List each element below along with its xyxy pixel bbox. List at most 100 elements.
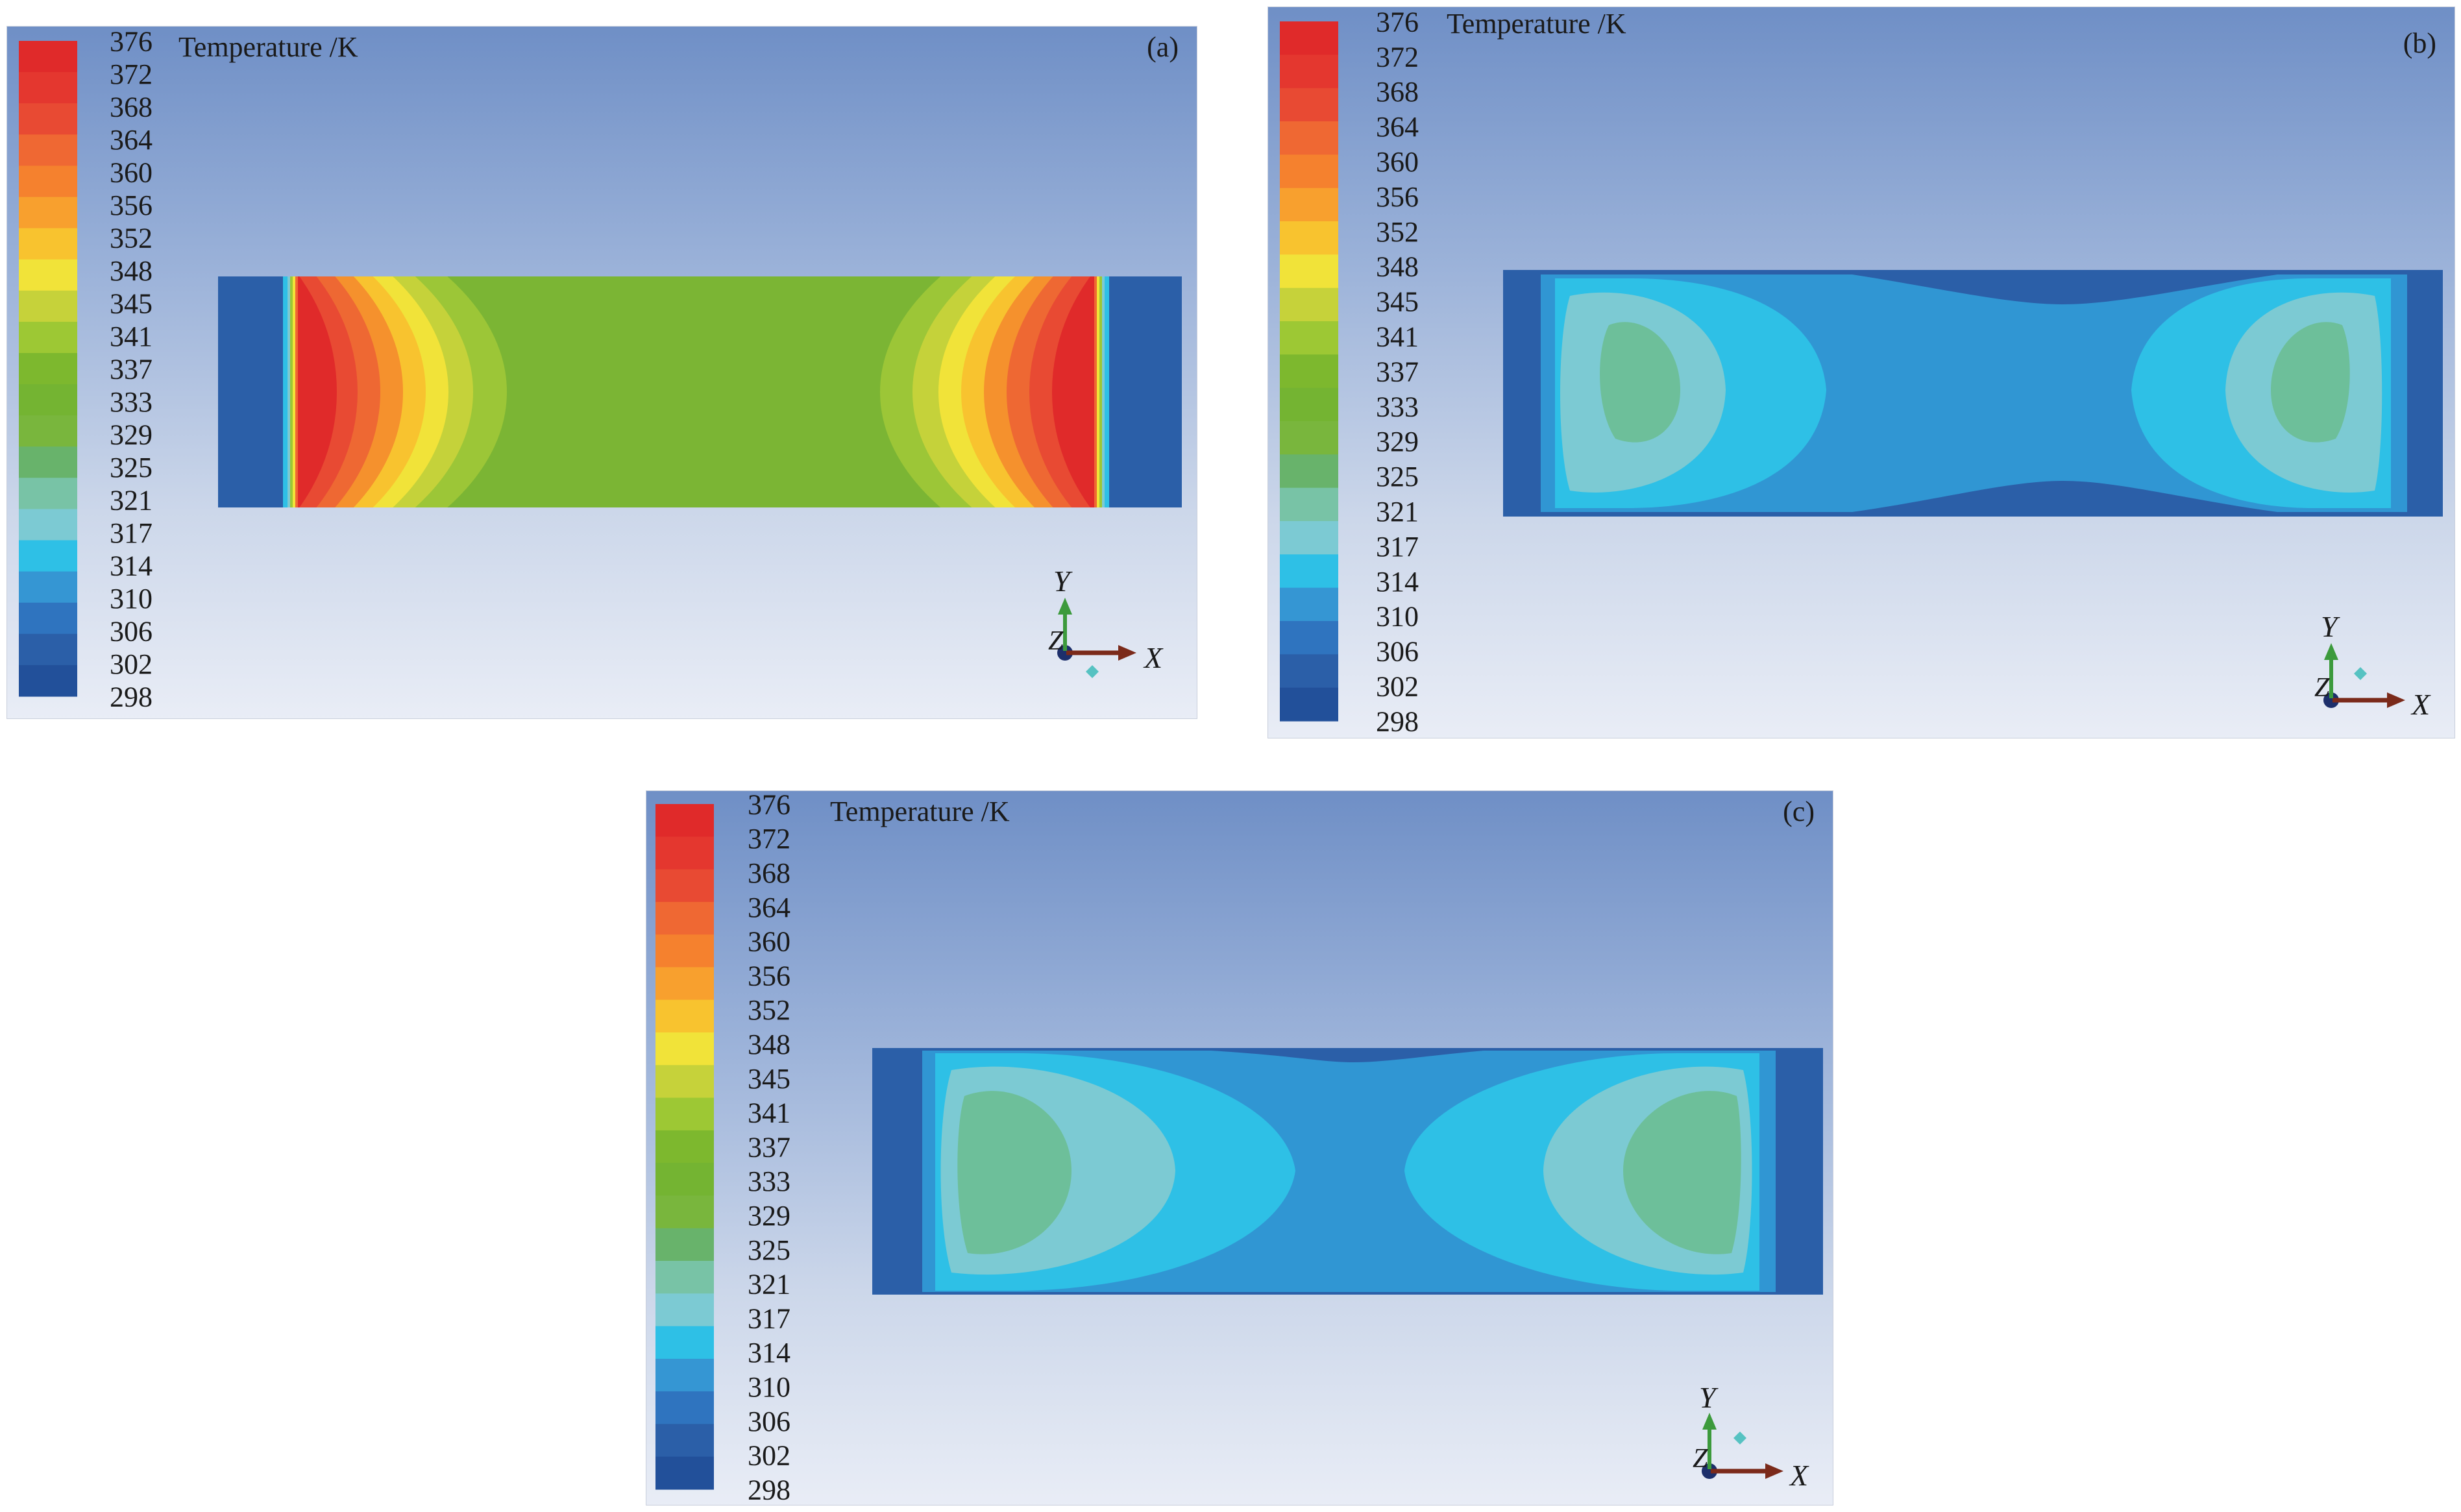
colorbar: 3763723683643603563523483453413373333293… — [19, 27, 153, 713]
colorbar-swatch — [655, 1163, 714, 1196]
colorbar-swatch — [1280, 154, 1338, 189]
colorbar-tick-label: 302 — [1376, 671, 1419, 703]
colorbar-tick-label: 372 — [748, 823, 790, 855]
colorbar-tick-label: 317 — [110, 517, 153, 549]
z-axis-label: Z — [2314, 673, 2330, 703]
colorbar-swatch — [1280, 354, 1338, 389]
colorbar-swatches — [655, 804, 714, 1490]
colorbar-tick-label: 298 — [748, 1474, 790, 1506]
colorbar-tick-label: 310 — [110, 583, 153, 615]
colorbar-swatch — [1280, 88, 1338, 122]
colorbar-swatch — [1280, 421, 1338, 455]
colorbar-swatch — [19, 509, 77, 541]
colorbar-swatch — [19, 72, 77, 104]
colorbar-swatch — [19, 540, 77, 572]
colorbar-swatch — [1280, 587, 1338, 622]
colorbar-tick-label: 321 — [748, 1269, 790, 1300]
colorbar-tick-label: 298 — [110, 681, 153, 713]
colorbar-swatch — [1280, 387, 1338, 422]
colorbar-swatch — [19, 446, 77, 478]
colorbar-tick-label: 372 — [110, 58, 153, 90]
colorbar-tick-label: 364 — [748, 892, 790, 923]
colorbar-swatch — [655, 934, 714, 968]
colorbar-swatch — [655, 999, 714, 1033]
colorbar-swatch — [655, 1097, 714, 1131]
colorbar-swatch — [655, 1130, 714, 1164]
colorbar-swatch — [1280, 521, 1338, 555]
colorbar-swatches — [19, 41, 77, 697]
colorbar-tick-labels: 3763723683643603563523483453413373333293… — [748, 791, 790, 1506]
colorbar-swatch — [655, 1228, 714, 1262]
colorbar-swatch — [655, 1293, 714, 1327]
colorbar-tick-label: 317 — [1376, 531, 1419, 563]
colorbar-tick-label: 302 — [748, 1440, 790, 1472]
panel-a: 376 372 368 364 360 356 352 348 345 341 337 333 329 3… — [6, 26, 1197, 719]
colorbar-tick-label: 376 — [110, 27, 153, 57]
colorbar-swatch — [1280, 254, 1338, 289]
colorbar-swatch — [19, 633, 77, 666]
colorbar-tick-label: 352 — [110, 222, 153, 254]
colorbar-tick-label: 368 — [748, 857, 790, 889]
colorbar-swatch — [655, 804, 714, 837]
colorbar-tick-label: 314 — [1376, 566, 1419, 598]
panel-a-graphic: 3763723683643603563523483453413373333293… — [7, 27, 1197, 718]
colorbar-swatch — [655, 869, 714, 903]
colorbar-tick-label: 321 — [110, 484, 153, 516]
colorbar-tick-label: 368 — [1376, 76, 1419, 108]
axis-triad: X Y Z — [1048, 565, 1164, 678]
colorbar-tick-label: 364 — [1376, 111, 1419, 143]
colorbar-swatch — [19, 353, 77, 385]
colorbar-swatch — [655, 1391, 714, 1424]
colorbar-title: Temperature /K — [1447, 8, 1626, 40]
colorbar-tick-label: 302 — [110, 648, 153, 680]
colorbar-tick-label: 329 — [1376, 426, 1419, 457]
colorbar-swatch — [655, 967, 714, 1001]
colorbar-tick-label: 364 — [110, 124, 153, 156]
colorbar-tick-label: 348 — [110, 255, 153, 287]
colorbar-tick-label: 372 — [1376, 41, 1419, 73]
colorbar-tick-label: 345 — [1376, 286, 1419, 318]
colorbar-tick-label: 325 — [1376, 461, 1419, 493]
y-axis-label: Y — [2321, 610, 2340, 643]
colorbar-swatch — [19, 197, 77, 229]
colorbar-tick-label: 341 — [748, 1097, 790, 1129]
colorbar-tick-label: 360 — [110, 156, 153, 188]
colorbar-swatch — [655, 1195, 714, 1229]
colorbar-swatch — [19, 478, 77, 509]
colorbar-tick-label: 337 — [748, 1131, 790, 1163]
colorbar-swatch — [655, 836, 714, 870]
colorbar-swatch — [1280, 188, 1338, 222]
colorbar-tick-label: 356 — [748, 960, 790, 992]
colorbar-tick-label: 329 — [110, 419, 153, 450]
colorbar-swatch — [19, 103, 77, 135]
colorbar-swatch — [1280, 621, 1338, 655]
colorbar-tick-label: 306 — [748, 1406, 790, 1437]
colorbar-tick-label: 360 — [748, 926, 790, 958]
panel-label: (a) — [1147, 31, 1179, 63]
colorbar-tick-label: 333 — [748, 1165, 790, 1197]
panel-c: 376 372 368 364 360 356 352 348 345 341 337 333 329 3… — [646, 790, 1833, 1506]
colorbar-swatch — [1280, 654, 1338, 689]
z-axis-label: Z — [1048, 626, 1064, 656]
colorbar-swatch — [1280, 55, 1338, 89]
colorbar-swatch — [655, 1065, 714, 1099]
colorbar-tick-label: 345 — [110, 287, 153, 319]
colorbar-tick-labels: 3763723683643603563523483453413373333293… — [1376, 7, 1419, 737]
axis-triad: X Y Z — [1693, 1381, 1809, 1492]
panel-b: 376 372 368 364 360 356 352 348 345 341 337 333 329 3… — [1267, 6, 2455, 738]
colorbar-tick-label: 356 — [1376, 181, 1419, 213]
colorbar-tick-label: 310 — [1376, 601, 1419, 633]
x-axis-label: X — [1789, 1459, 1809, 1492]
panel-label: (b) — [2403, 27, 2436, 59]
colorbar-tick-label: 341 — [110, 321, 153, 352]
colorbar-tick-label: 376 — [1376, 7, 1419, 38]
colorbar-tick-label: 310 — [748, 1371, 790, 1403]
colorbar-swatch — [19, 41, 77, 73]
colorbar-swatch — [655, 1261, 714, 1294]
colorbar: 3763723683643603563523483453413373333293… — [655, 791, 790, 1506]
colorbar-swatch — [19, 384, 77, 416]
colorbar-title: Temperature /K — [178, 31, 358, 63]
colorbar-tick-label: 325 — [110, 452, 153, 483]
temperature-contour — [218, 276, 1182, 507]
